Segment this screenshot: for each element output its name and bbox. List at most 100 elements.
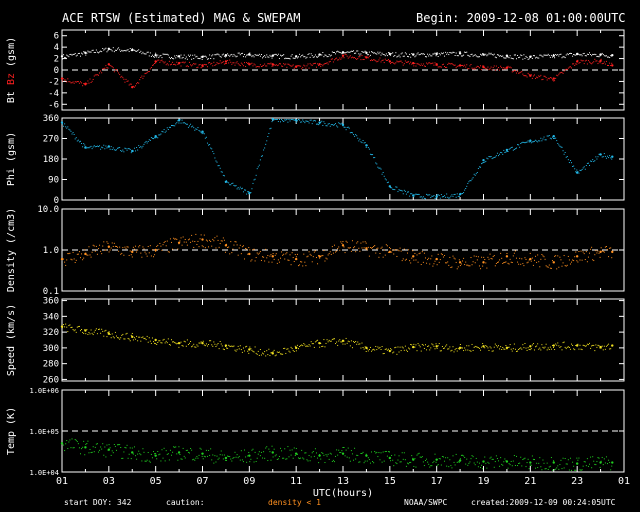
density-density-sample [568,259,570,261]
temp-temp-sample [386,455,388,457]
bt-bz-bt-sample [355,52,357,54]
temp-temp-sample [483,460,485,462]
phi-phi-sample [149,139,151,141]
temp-temp-sample [367,457,369,459]
phi-phi-sample [154,137,156,139]
bt-bz-bz-sample [539,76,541,78]
bt-bz-bz-sample [313,62,315,64]
speed-speed-sample [537,343,539,345]
speed-speed-sample [506,348,508,350]
bt-bz-bt-sample [161,57,163,59]
temp-temp-sample [573,465,575,467]
speed-speed-sample [155,343,157,345]
bt-bz-bt-sample [541,55,543,57]
phi-phi-sample [195,128,197,130]
phi-phi-sample [467,182,469,184]
phi-phi-sample [136,146,138,148]
temp-temp-sample [433,460,435,462]
bt-bz-bz-sample [155,62,157,64]
temp-temp-sample [532,458,534,460]
bt-bz-bz-sample [383,62,385,64]
temp-temp-sample [172,451,174,453]
density-density-sample [110,247,112,249]
density-density-sample [357,241,359,243]
bt-bz-bt-sample [489,53,491,55]
speed-speed-sample [66,326,68,328]
temp-temp-sample [282,457,284,459]
density-density-sample [387,251,389,253]
phi-phi-sample [140,145,142,147]
speed-speed-sample [508,346,510,348]
phi-phi-sample [490,156,492,158]
speed-speed-sample [604,348,606,350]
bt-bz-bz-sample [384,58,386,60]
phi-phi-sample [464,189,466,191]
bt-bz-bz-sample [229,59,231,61]
bt-bz-bz-sample [404,60,406,62]
phi-phi-sample [557,142,559,144]
speed-speed-sample [484,347,486,349]
density-density-sample [62,258,63,260]
temp-temp-sample [478,462,480,464]
speed-speed-sample [161,342,163,344]
density-density-sample [137,249,139,251]
bt-bz-bt-sample [191,58,193,60]
phi-phi-sample [266,140,268,142]
speed-speed-sample [310,341,312,343]
bt-bz-bt-sample [550,54,552,56]
speed-speed-sample [342,343,344,345]
density-density-sample [386,245,388,247]
phi-phi-sample [431,195,433,197]
phi-ytick-label: 270 [43,135,59,145]
phi-phi-sample [472,177,474,179]
phi-phi-sample [230,184,232,186]
temp-temp-sample [122,457,124,459]
phi-phi-sample [181,119,183,121]
speed-speed-sample [173,341,175,343]
speed-speed-sample [299,346,301,348]
bt-bz-bz-sample [573,63,575,65]
speed-ytick-label: 260 [43,375,59,385]
bt-bz-bz-sample [325,62,327,64]
speed-speed-sample [154,342,156,344]
bt-bz-bz-sample [402,64,404,66]
bt-bz-bt-sample [178,55,180,57]
bt-bz-bz-sample [204,64,206,66]
density-density-sample [299,264,301,266]
temp-temp-sample [140,454,142,456]
bt-bz-bz-sample [577,59,579,61]
speed-speed-sample [448,348,450,350]
bt-bz-bz-sample [342,55,344,57]
bt-bz-bz-sample [431,62,433,64]
speed-speed-sample [183,340,185,342]
phi-phi-sample [595,156,597,158]
temp-temp-sample [88,452,90,454]
temp-temp-sample [123,451,125,453]
density-density-sample [234,241,236,243]
temp-temp-sample [452,455,454,457]
speed-speed-sample [84,329,86,331]
density-density-sample [267,255,269,257]
density-density-sample [605,246,607,248]
bt-bz-bz-sample [181,61,183,63]
bt-bz-bz-sample [363,59,365,61]
bt-bz-bz-sample [366,56,368,58]
phi-phi-sample [110,146,112,148]
bt-bz-bz-sample [278,63,280,65]
speed-speed-sample [138,336,140,338]
density-density-sample [512,255,514,257]
density-density-sample [288,259,290,261]
temp-temp-sample [153,451,155,453]
speed-speed-sample [239,345,241,347]
bt-bz-bt-sample [153,56,155,58]
bt-bz-bz-sample [78,82,80,84]
density-density-sample [538,261,540,263]
temp-temp-sample [151,457,153,459]
bt-bz-bt-sample [444,55,446,57]
phi-phi-sample [605,157,607,159]
bt-bz-bt-sample [297,56,299,58]
bt-bz-bz-sample [435,64,437,66]
speed-speed-sample [168,343,170,345]
temp-temp-sample [522,459,524,461]
speed-speed-sample [539,347,541,349]
